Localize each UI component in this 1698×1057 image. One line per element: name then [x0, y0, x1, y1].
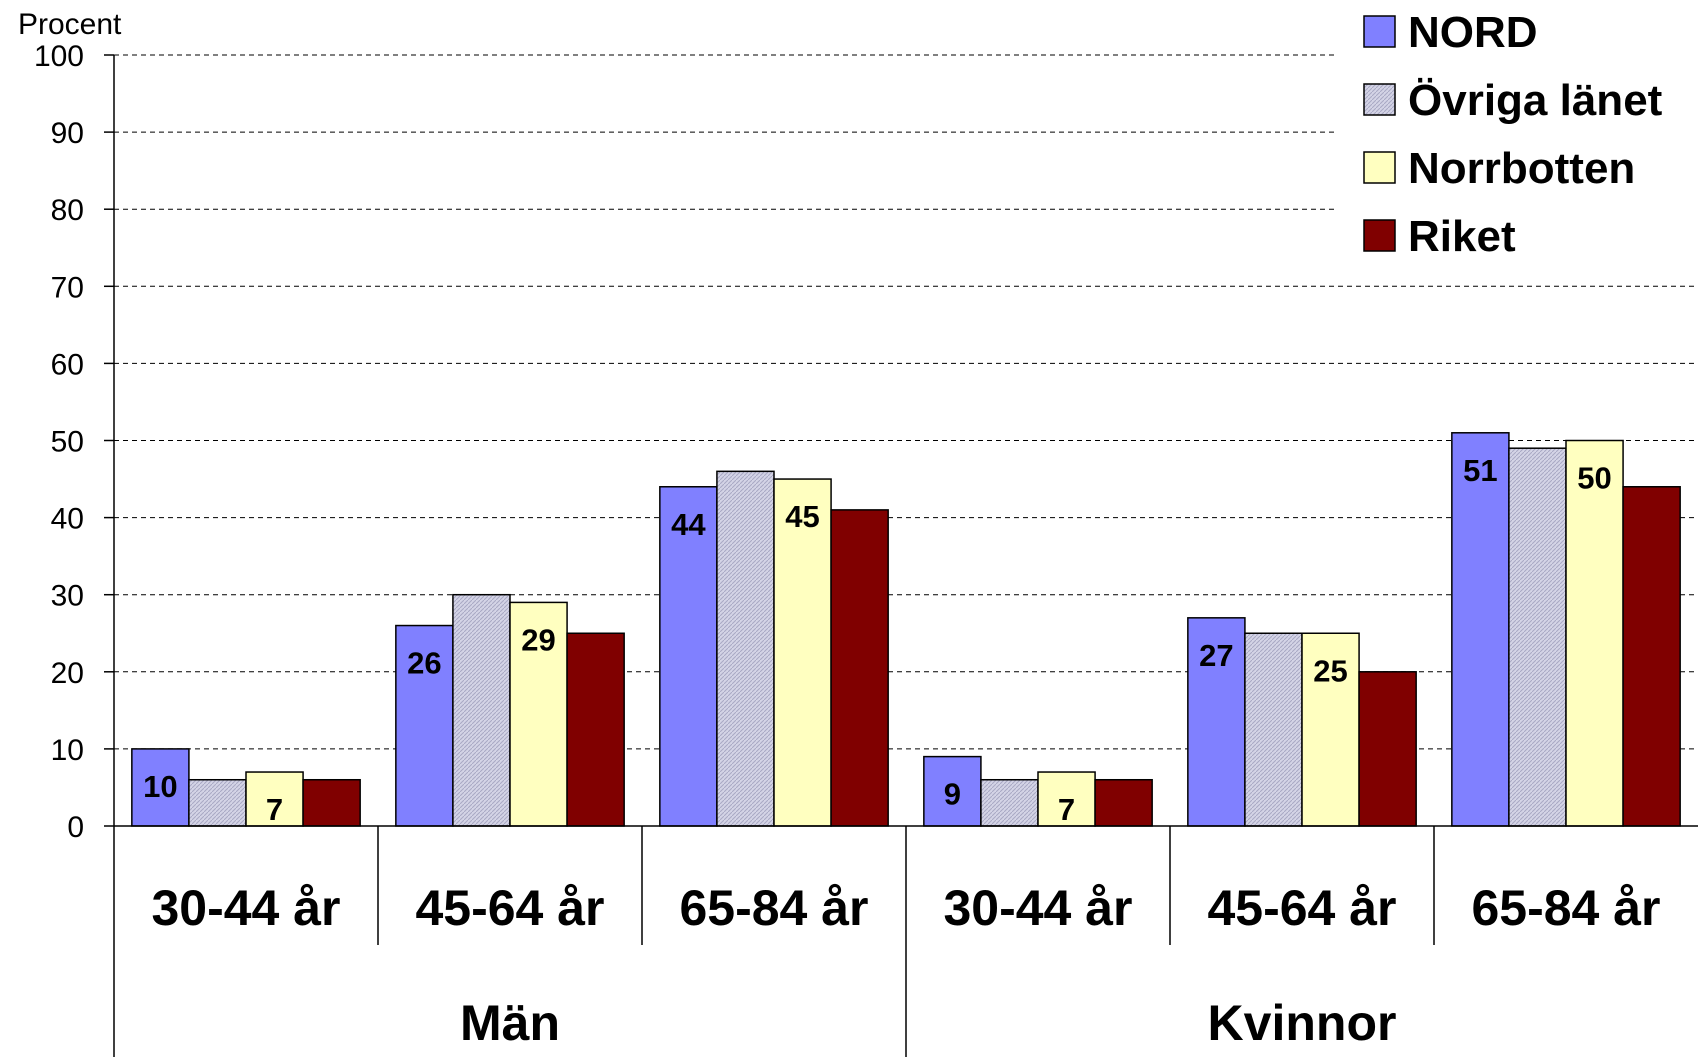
bar: [923, 755, 982, 827]
bar: [716, 470, 775, 827]
x-tick-label: 45-64 år: [415, 880, 604, 936]
bar: [830, 509, 889, 827]
bar: [1094, 778, 1153, 827]
x-tick-label: 30-44 år: [151, 880, 340, 936]
bar: [1451, 432, 1510, 827]
legend-label: Riket: [1408, 212, 1516, 261]
legend-label: Övriga länet: [1408, 76, 1663, 125]
bar: [1508, 447, 1567, 827]
y-tick-label: 50: [51, 426, 84, 459]
bar: [1565, 439, 1624, 827]
y-tick-label: 70: [51, 271, 84, 304]
bar: [773, 478, 832, 827]
data-label: 44: [671, 507, 706, 542]
data-label: 27: [1199, 638, 1233, 673]
group-label: Kvinnor: [1208, 995, 1397, 1051]
data-label: 29: [521, 622, 555, 657]
bar: [395, 624, 454, 827]
data-label: 25: [1313, 653, 1347, 688]
y-tick-label: 40: [51, 503, 84, 536]
data-label: 51: [1463, 453, 1497, 488]
bar: [1301, 632, 1360, 827]
group-label: Män: [460, 995, 560, 1051]
legend-swatch: [1363, 219, 1396, 252]
y-tick-label: 100: [34, 40, 84, 73]
bar: [659, 486, 718, 827]
legend: NORD Övriga länet Norrbotten Riket: [1335, 0, 1698, 262]
x-tick-label: 30-44 år: [943, 880, 1132, 936]
x-tick-label: 45-64 år: [1207, 880, 1396, 936]
bar: [452, 593, 511, 827]
x-tick-label: 65-84 år: [679, 880, 868, 936]
bar: [245, 771, 304, 827]
y-tick-label: 30: [51, 580, 84, 613]
data-label: 26: [407, 646, 441, 681]
data-label: 10: [143, 769, 177, 804]
legend-swatch: [1363, 15, 1396, 48]
legend-swatch: [1363, 83, 1396, 116]
bars: 10 7 26 29 44 45 9 7 27 25 51 50: [131, 432, 1681, 827]
bar: [302, 778, 361, 827]
data-label: 45: [785, 499, 819, 534]
bar: [188, 778, 247, 827]
x-tick-label: 65-84 år: [1471, 880, 1660, 936]
bar: [1037, 771, 1096, 827]
y-axis-label: Procent: [18, 8, 122, 41]
legend-label: Norrbotten: [1408, 144, 1635, 193]
bar: [566, 632, 625, 827]
bar: [1244, 632, 1303, 827]
data-label: 9: [944, 777, 961, 812]
legend-swatch: [1363, 151, 1396, 184]
axes: 0 10 20 30 40 50 60 70 80 90 100 30-44 år 45-64 år 65…: [34, 40, 1698, 1057]
y-tick-label: 10: [51, 734, 84, 767]
y-tick-label: 80: [51, 194, 84, 227]
y-tick-label: 20: [51, 657, 84, 690]
data-label: 7: [1058, 792, 1075, 827]
y-tick-label: 0: [67, 811, 84, 844]
y-tick-label: 60: [51, 348, 84, 381]
bar: [1622, 486, 1681, 827]
data-label: 50: [1577, 461, 1611, 496]
bar: [1358, 671, 1417, 827]
bar: [980, 778, 1039, 827]
legend-label: NORD: [1408, 8, 1538, 57]
y-tick-label: 90: [51, 117, 84, 150]
data-label: 7: [266, 792, 283, 827]
gridlines: [114, 54, 1698, 750]
